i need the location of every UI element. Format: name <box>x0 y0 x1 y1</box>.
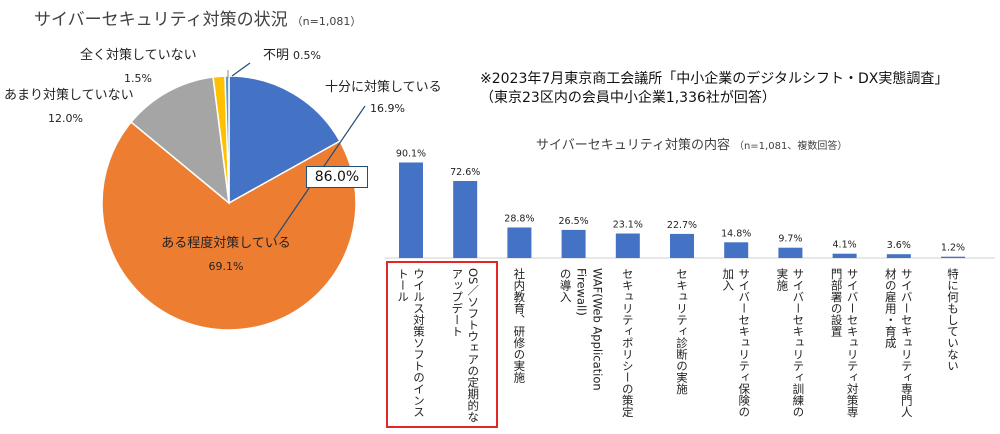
pie-slice-value-2: 12.0% <box>48 112 83 125</box>
bar-title-note: （n=1,081、複数回答） <box>733 141 848 152</box>
bar-4 <box>615 233 640 258</box>
survey-note-line2: （東京23区内の会員中小企業1,336社が回答） <box>480 90 776 106</box>
bar-category-label-2: 社内教育、研修の実施 <box>512 268 527 383</box>
bar-5 <box>670 233 694 258</box>
leader-line-top <box>231 62 251 77</box>
bar-category-label-9: サイバーセキュリティ専門人 材の雇用・育成 <box>883 268 914 418</box>
bar-6 <box>724 242 749 258</box>
bar-value-label-8: 4.1% <box>833 240 857 251</box>
highlight-box <box>386 261 498 428</box>
pie-slice-label-4: 不明 <box>263 48 289 63</box>
bar-1 <box>453 181 478 258</box>
pie-title-note: （n=1,081） <box>291 15 362 28</box>
bar-category-label-7: サイバーセキュリティ訓練の 実施 <box>775 268 806 418</box>
pie-slice-1 <box>101 120 357 331</box>
survey-note-line1: ※2023年7月東京商工会議所「中小企業のデジタルシフト・DX実態調査」 <box>480 71 949 87</box>
bar-value-label-10: 1.2% <box>941 243 965 254</box>
bar-category-label-1: OS／ソフトウェアの定期的な アップデート <box>450 268 481 423</box>
bar-chart-title: サイバーセキュリティ対策の内容 （n=1,081、複数回答） <box>536 134 847 153</box>
pie-slice-value-3: 1.5% <box>124 72 152 85</box>
survey-note: ※2023年7月東京商工会議所「中小企業のデジタルシフト・DX実態調査」 （東京… <box>480 70 948 108</box>
bar-category-label-3: WAF(Web Application Firewall) の導入 <box>558 268 605 391</box>
bar-2 <box>507 227 532 258</box>
bar-category-label-4: セキュリティポリシーの策定 <box>620 268 635 418</box>
bar-0 <box>399 162 423 258</box>
bar-category-label-8: サイバーセキュリティ対策専 門部署の設置 <box>829 268 860 418</box>
bar-9 <box>886 254 911 258</box>
pie-slice-0 <box>228 75 341 205</box>
bar-value-label-9: 3.6% <box>887 240 911 251</box>
bar-category-label-5: セキュリティ診断の実施 <box>675 268 689 395</box>
bar-category-label-10: 特に何もしていない <box>946 268 960 372</box>
pie-slice-value-4: 0.5% <box>293 49 321 62</box>
bar-value-label-2: 28.8% <box>504 214 534 225</box>
bar-category-label-0: ウイルス対策ソフトのインス トール <box>396 268 426 418</box>
pie-slice-value-0: 16.9% <box>370 102 405 115</box>
pie-slice-2 <box>130 76 230 205</box>
pie-chart-title: サイバーセキュリティ対策の状況 （n=1,081） <box>34 5 361 30</box>
pie-slice-label-0: 十分に対策している <box>325 79 442 95</box>
bar-10 <box>941 256 965 258</box>
pie-slice-label-3: 全く対策していない <box>80 47 197 63</box>
bar-value-label-7: 9.7% <box>778 234 802 245</box>
bar-value-label-1: 72.6% <box>450 167 480 178</box>
bar-7 <box>778 247 803 258</box>
bar-value-label-6: 14.8% <box>721 228 751 239</box>
bar-title-text: サイバーセキュリティ対策の内容 <box>536 138 730 153</box>
bar-8 <box>832 253 857 258</box>
bar-3 <box>561 229 586 258</box>
bar-category-label-6: サイバーセキュリティ保険の 加入 <box>721 268 752 418</box>
pie-slice-label-1: ある程度対策している <box>161 235 291 251</box>
pie-callout-total: 86.0% <box>306 166 368 188</box>
pie-slice-label-2: あまり対策していない <box>4 87 134 103</box>
bar-value-label-3: 26.5% <box>559 216 589 227</box>
pie-slice-value-1: 69.1% <box>209 260 244 273</box>
bar-value-label-5: 22.7% <box>667 220 697 231</box>
pie-title-text: サイバーセキュリティ対策の状況 <box>34 10 288 30</box>
bar-value-label-4: 23.1% <box>613 220 643 231</box>
bar-value-label-0: 90.1% <box>396 149 426 160</box>
pie-slice-4 <box>224 75 230 204</box>
